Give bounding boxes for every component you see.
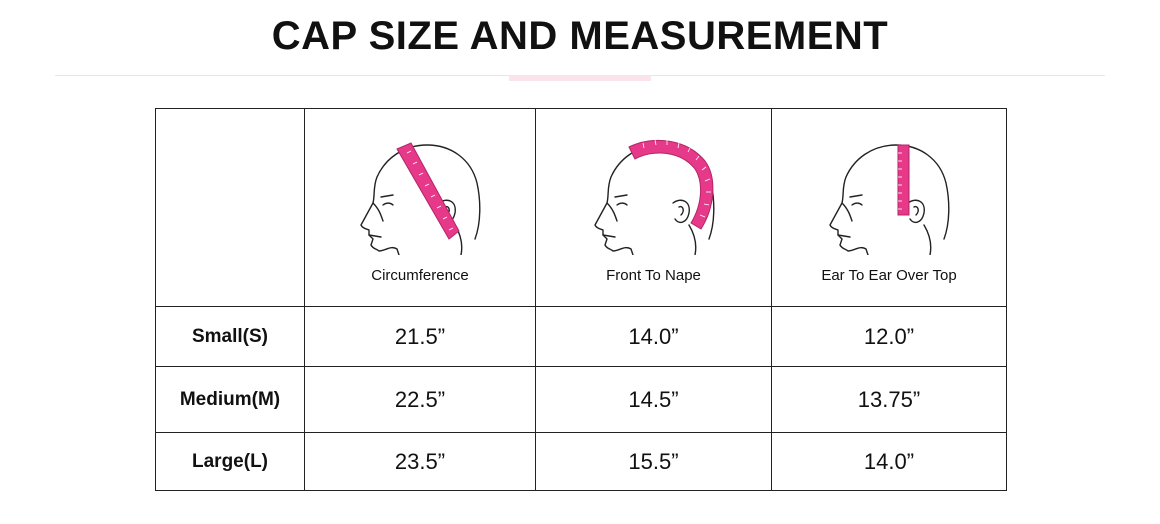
value-cell: 12.0”	[771, 306, 1007, 367]
size-label-medium: Medium(M)	[155, 366, 305, 433]
header-label-ear-to-ear: Ear To Ear Over Top	[821, 267, 957, 284]
header-label-circumference: Circumference	[371, 267, 469, 284]
header-front-to-nape: Front To Nape	[535, 108, 772, 307]
size-label-small: Small(S)	[155, 306, 305, 367]
value-cell: 21.5”	[304, 306, 536, 367]
value-cell: 14.0”	[771, 432, 1007, 491]
value-cell: 13.75”	[771, 366, 1007, 433]
table-row: Medium(M) 22.5” 14.5” 13.75”	[155, 366, 1007, 433]
head-front-to-nape-icon	[593, 139, 714, 255]
value-cell: 15.5”	[535, 432, 772, 491]
value-cell: 23.5”	[304, 432, 536, 491]
size-label-large: Large(L)	[155, 432, 305, 491]
value-cell: 14.5”	[535, 366, 772, 433]
value-cell: 22.5”	[304, 366, 536, 433]
header-label-front-to-nape: Front To Nape	[606, 267, 701, 284]
value-cell: 14.0”	[535, 306, 772, 367]
header-ear-to-ear: Ear To Ear Over Top	[771, 108, 1007, 307]
head-circumference-icon	[360, 142, 481, 255]
header-row: Circumference	[155, 108, 1007, 307]
title-divider-accent	[509, 75, 651, 81]
head-ear-to-ear-icon	[829, 144, 950, 255]
table-row: Large(L) 23.5” 15.5” 14.0”	[155, 432, 1007, 491]
table-row: Small(S) 21.5” 14.0” 12.0”	[155, 306, 1007, 367]
page-title: CAP SIZE AND MEASUREMENT	[271, 14, 889, 58]
corner-cell	[155, 108, 305, 307]
header-circumference: Circumference	[304, 108, 536, 307]
cap-size-table: Circumference	[155, 108, 1007, 491]
